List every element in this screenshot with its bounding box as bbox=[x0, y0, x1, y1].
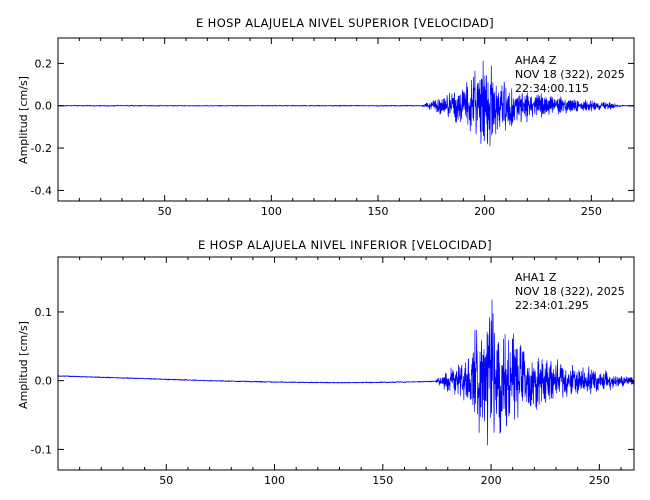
x-tick-label: 250 bbox=[581, 205, 602, 218]
lower-station-label: AHA1 Z bbox=[515, 271, 557, 284]
velocity-trace-line bbox=[57, 299, 635, 446]
x-tick-label: 200 bbox=[481, 474, 502, 487]
upper-station-label: AHA4 Z bbox=[515, 54, 557, 67]
x-tick-label: 150 bbox=[368, 205, 389, 218]
lower-plot-frame bbox=[57, 256, 635, 471]
upper-axis-ticks: 50 100 150 200 250 0.2 0.0 -0.2 -0.4 bbox=[31, 38, 634, 218]
upper-time-label: 22:34:00.115 bbox=[515, 82, 589, 95]
lower-seismogram-panel: E HOSP ALAJUELA NIVEL INFERIOR [VELOCIDA… bbox=[17, 238, 635, 487]
lower-chart-title: E HOSP ALAJUELA NIVEL INFERIOR [VELOCIDA… bbox=[198, 238, 492, 252]
y-tick-label: 0.0 bbox=[35, 375, 53, 388]
upper-plot-frame bbox=[57, 37, 635, 202]
upper-seismogram-panel: E HOSP ALAJUELA NIVEL SUPERIOR [VELOCIDA… bbox=[17, 16, 635, 218]
x-tick-label: 50 bbox=[159, 474, 173, 487]
lower-y-axis-label: Amplitud [cm/s] bbox=[17, 321, 30, 409]
x-tick-label: 100 bbox=[264, 474, 285, 487]
y-tick-label: -0.4 bbox=[31, 184, 52, 197]
x-tick-label: 200 bbox=[474, 205, 495, 218]
upper-chart-title: E HOSP ALAJUELA NIVEL SUPERIOR [VELOCIDA… bbox=[196, 16, 494, 30]
x-tick-label: 150 bbox=[372, 474, 393, 487]
y-tick-label: 0.0 bbox=[35, 100, 53, 113]
x-tick-label: 100 bbox=[261, 205, 282, 218]
velocity-trace-line bbox=[57, 60, 635, 147]
lower-axis-ticks: 50 100 150 200 250 0.1 0.0 -0.1 bbox=[31, 257, 634, 487]
upper-trace-layer bbox=[57, 60, 635, 147]
upper-date-label: NOV 18 (322), 2025 bbox=[515, 68, 625, 81]
y-tick-label: -0.2 bbox=[31, 142, 52, 155]
y-tick-label: 0.2 bbox=[35, 57, 53, 70]
lower-trace-layer bbox=[57, 299, 635, 446]
lower-date-label: NOV 18 (322), 2025 bbox=[515, 285, 625, 298]
y-tick-label: -0.1 bbox=[31, 443, 52, 456]
lower-time-label: 22:34:01.295 bbox=[515, 299, 589, 312]
x-tick-label: 250 bbox=[589, 474, 610, 487]
upper-y-axis-label: Amplitud [cm/s] bbox=[17, 76, 30, 164]
x-tick-label: 50 bbox=[158, 205, 172, 218]
y-tick-label: 0.1 bbox=[35, 306, 53, 319]
